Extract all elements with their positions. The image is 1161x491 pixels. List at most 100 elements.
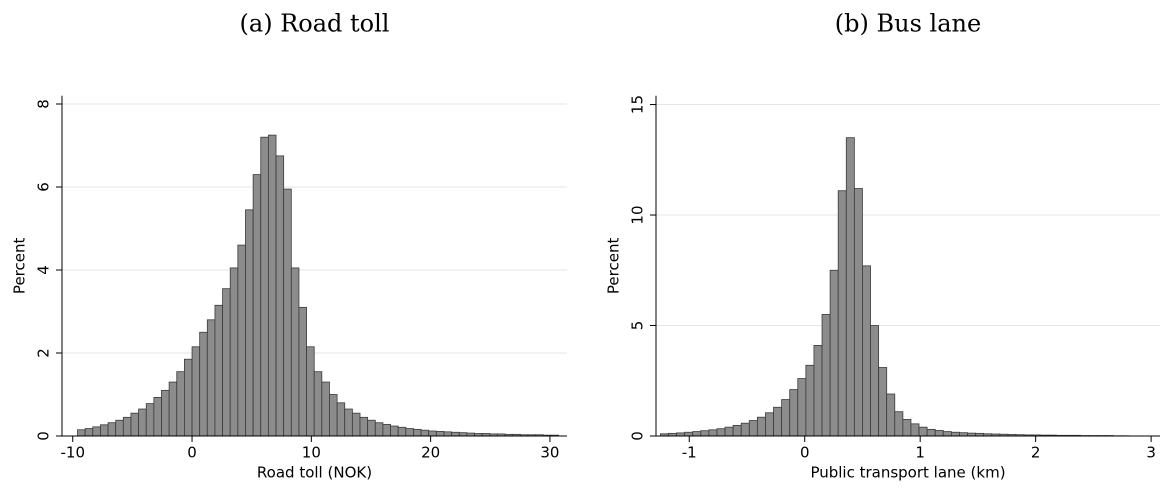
bar bbox=[336, 402, 346, 437]
x-tick-label: 0 bbox=[187, 444, 197, 462]
bar bbox=[359, 416, 369, 437]
bar bbox=[853, 188, 863, 437]
y-tick-label: 8 bbox=[35, 99, 53, 109]
bar bbox=[374, 422, 384, 437]
x-axis-label: Road toll (NOK) bbox=[257, 464, 372, 482]
bar bbox=[313, 371, 323, 437]
bar bbox=[886, 393, 896, 437]
bar bbox=[206, 319, 216, 437]
y-tick-label: 0 bbox=[629, 431, 647, 441]
bar bbox=[107, 422, 117, 437]
x-tick-label: 1 bbox=[915, 444, 925, 462]
bar bbox=[789, 389, 799, 437]
bar bbox=[732, 424, 742, 437]
chart-title: (b) Bus lane bbox=[835, 10, 981, 38]
y-tick-label: 15 bbox=[629, 95, 647, 114]
bar bbox=[298, 306, 307, 437]
y-axis-label: Percent bbox=[11, 238, 29, 295]
bar bbox=[443, 431, 453, 437]
y-tick-label: 4 bbox=[35, 265, 53, 275]
y-tick-label: 0 bbox=[35, 431, 53, 441]
bar bbox=[829, 269, 839, 437]
bar bbox=[950, 431, 960, 437]
bar bbox=[926, 428, 936, 437]
bar bbox=[918, 426, 928, 437]
bar bbox=[813, 345, 823, 437]
bar bbox=[684, 431, 694, 437]
bar bbox=[413, 428, 422, 437]
chart-title: (a) Road toll bbox=[240, 10, 390, 38]
x-axis-label: Public transport lane (km) bbox=[810, 464, 1005, 482]
bar bbox=[716, 428, 726, 437]
bar bbox=[115, 419, 124, 437]
bar bbox=[321, 381, 330, 437]
bar bbox=[351, 412, 361, 437]
bar bbox=[740, 422, 750, 437]
x-tick-label: 20 bbox=[421, 444, 440, 462]
bar bbox=[420, 429, 430, 437]
bar bbox=[153, 397, 162, 437]
bar bbox=[130, 412, 139, 437]
bar bbox=[229, 267, 239, 437]
bar bbox=[290, 267, 300, 437]
bar bbox=[222, 288, 231, 437]
bar bbox=[390, 425, 399, 437]
x-tick-label: -1 bbox=[682, 444, 697, 462]
bar bbox=[451, 431, 460, 437]
bar bbox=[397, 426, 407, 437]
bar bbox=[176, 371, 185, 437]
bar bbox=[77, 429, 86, 437]
x-tick-label: -10 bbox=[60, 444, 85, 462]
x-tick-label: 30 bbox=[540, 444, 559, 462]
bar bbox=[700, 430, 710, 437]
bar bbox=[199, 331, 208, 437]
bar bbox=[435, 431, 445, 437]
bar bbox=[245, 209, 254, 437]
y-tick-label: 2 bbox=[35, 348, 53, 358]
bar bbox=[748, 420, 758, 437]
bar bbox=[382, 423, 391, 437]
bar bbox=[100, 424, 109, 437]
bar bbox=[878, 367, 888, 437]
bar bbox=[367, 419, 376, 437]
bar bbox=[894, 411, 904, 437]
bar bbox=[870, 325, 880, 437]
y-tick-label: 10 bbox=[629, 205, 647, 224]
bar bbox=[260, 136, 269, 437]
bar bbox=[237, 244, 246, 437]
bar bbox=[708, 429, 718, 437]
x-tick-label: 0 bbox=[800, 444, 810, 462]
bar bbox=[862, 265, 871, 437]
bar bbox=[692, 431, 702, 437]
x-tick-label: 2 bbox=[1031, 444, 1041, 462]
bar bbox=[306, 346, 315, 437]
y-tick-label: 5 bbox=[629, 321, 647, 331]
bar bbox=[92, 426, 101, 437]
bar bbox=[805, 364, 815, 437]
bar bbox=[275, 155, 285, 437]
bar bbox=[283, 188, 292, 437]
bar bbox=[184, 358, 193, 437]
bar bbox=[214, 304, 223, 437]
bar bbox=[161, 389, 170, 437]
y-tick-label: 6 bbox=[35, 182, 53, 192]
bar bbox=[138, 408, 147, 437]
bar bbox=[773, 406, 783, 437]
bar bbox=[902, 419, 912, 437]
bar bbox=[821, 314, 831, 437]
bar bbox=[797, 378, 807, 437]
x-tick-label: 3 bbox=[1146, 444, 1156, 462]
bar bbox=[724, 426, 734, 437]
bar bbox=[910, 423, 920, 437]
bar bbox=[84, 428, 94, 437]
bar bbox=[756, 416, 766, 437]
bar bbox=[329, 394, 338, 437]
bar bbox=[344, 408, 353, 437]
bar bbox=[145, 403, 155, 437]
bar bbox=[765, 412, 774, 437]
bar bbox=[168, 381, 178, 437]
bar bbox=[837, 190, 847, 437]
bar bbox=[781, 399, 791, 437]
bar bbox=[934, 430, 944, 437]
